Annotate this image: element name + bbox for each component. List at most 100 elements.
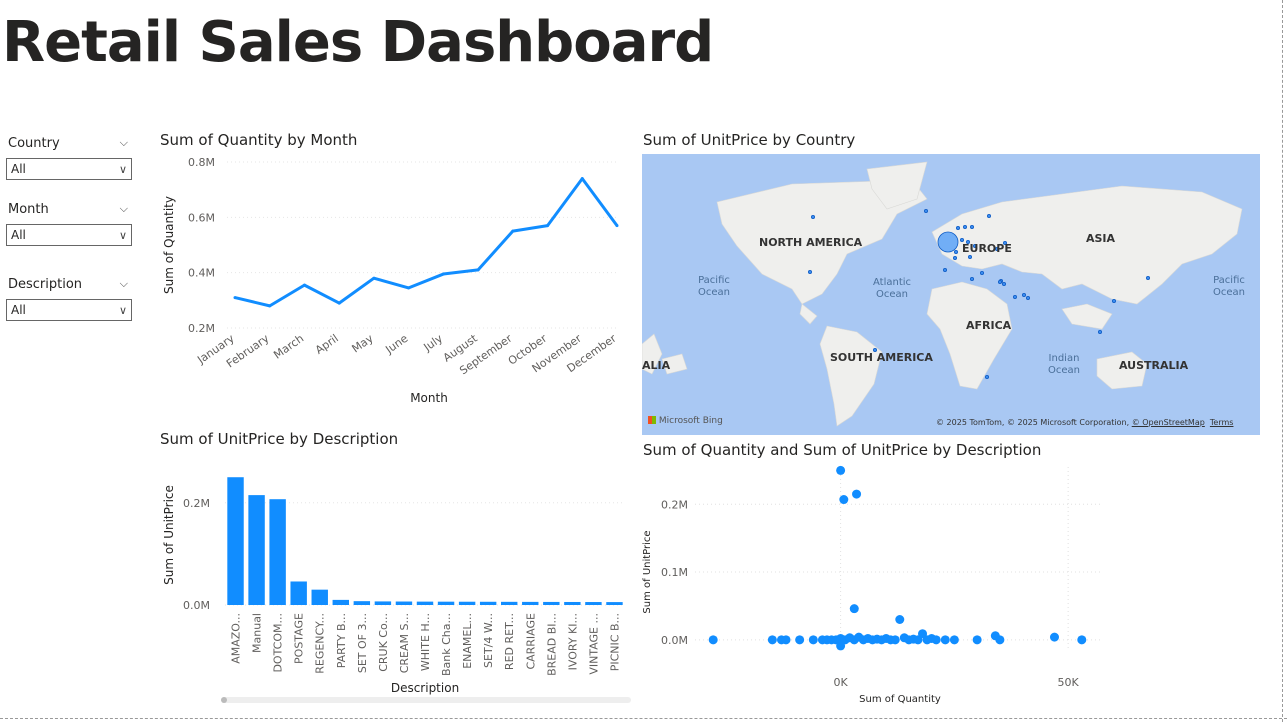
bar	[606, 602, 623, 605]
line-point	[615, 224, 619, 228]
continent-label: ALIA	[642, 359, 671, 372]
x-axis-title: Month	[410, 391, 448, 405]
scrollbar-thumb[interactable]	[221, 697, 227, 703]
line-point	[268, 304, 272, 308]
month-slicer[interactable]: Month ⌵ All ∨	[6, 200, 132, 246]
ocean-label: Pacific Ocean	[1213, 275, 1245, 298]
canvas-border-right	[1282, 0, 1283, 722]
scatter-point	[836, 465, 846, 475]
terms-link[interactable]: Terms	[1209, 418, 1234, 427]
y-tick-label: 0.8M	[188, 156, 215, 169]
continent-label: AFRICA	[966, 319, 1012, 332]
bar	[290, 581, 307, 605]
map-landmass	[642, 161, 1243, 427]
y-tick-label: 0.2M	[188, 322, 215, 335]
chevron-down-icon: ∨	[118, 303, 127, 317]
y-tick-label: 0.2M	[183, 497, 210, 510]
line-point	[337, 301, 341, 305]
chevron-down-icon[interactable]: ⌵	[119, 277, 128, 290]
month-slicer-label: Month	[8, 201, 49, 217]
line-point	[511, 229, 515, 233]
description-slicer-label: Description	[8, 276, 83, 292]
line-point	[407, 286, 411, 290]
scatter-point	[895, 615, 905, 624]
bar	[543, 601, 560, 605]
osm-link[interactable]: © OpenStreetMap	[1131, 418, 1205, 427]
line-chart-title: Sum of Quantity by Month	[160, 131, 358, 149]
continent-label: SOUTH AMERICA	[830, 351, 933, 364]
country-dropdown[interactable]: All ∨	[6, 158, 132, 180]
line-point	[580, 177, 584, 181]
continent-label: NORTH AMERICA	[759, 236, 863, 249]
month-value: All	[11, 228, 26, 242]
x-axis-title: Description	[391, 681, 459, 695]
continent-label: ASIA	[1086, 232, 1116, 245]
x-tick-label: Bank Cha...	[440, 613, 453, 676]
scatter-point	[1049, 632, 1059, 642]
chevron-down-icon[interactable]: ⌵	[119, 136, 128, 149]
continent-label: AUSTRALIA	[1119, 359, 1189, 372]
scatter-point	[808, 635, 818, 645]
bar	[564, 601, 581, 605]
page-title: Retail Sales Dashboard	[2, 10, 714, 75]
scatter-chart[interactable]: 0.2M 0.1M 0.0M 0K 50K Sum of Quantity Sum of U…	[640, 462, 1110, 707]
scatter-point	[708, 635, 718, 645]
line-point	[372, 276, 376, 280]
x-tick-label: April	[313, 332, 341, 357]
copyright-text: © 2025 TomTom, © 2025 Microsoft Corporat…	[936, 418, 1130, 427]
y-tick-label: 0.0M	[183, 599, 210, 612]
x-tick-label: CRUK Co...	[377, 613, 390, 672]
bar	[395, 601, 413, 605]
x-tick-label: POSTAGE	[293, 613, 306, 664]
country-slicer[interactable]: Country ⌵ All ∨	[6, 134, 132, 180]
scatter-point	[836, 641, 846, 651]
month-dropdown[interactable]: All ∨	[6, 224, 132, 246]
x-tick-label: IVORY KI...	[566, 613, 579, 670]
description-slicer[interactable]: Description ⌵ All ∨	[6, 275, 132, 321]
ocean-label: Pacific Ocean	[698, 275, 730, 298]
x-tick-label: ENAMEL...	[461, 613, 474, 669]
description-value: All	[11, 303, 26, 317]
x-tick-label: March	[271, 332, 306, 362]
x-tick-label: RED RET...	[503, 613, 516, 670]
scatter-point	[995, 635, 1005, 645]
x-tick-label: PARTY B...	[335, 613, 348, 668]
bar-chart-title: Sum of UnitPrice by Description	[160, 430, 399, 448]
bar	[585, 602, 602, 605]
y-tick-label: 0.2M	[661, 498, 688, 511]
bar-chart[interactable]: 0.2M 0.0M AMAZO... Manual DOTCOM... POSTAGE RE…	[155, 455, 630, 695]
x-tick-label: CARRIAGE	[524, 613, 537, 670]
scatter-point	[849, 604, 859, 614]
country-slicer-label: Country	[8, 135, 60, 151]
x-tick-label: BREAD BI...	[545, 613, 558, 676]
y-axis-title: Sum of Quantity	[162, 196, 176, 294]
y-tick-label: 0.0M	[661, 634, 688, 647]
chevron-down-icon[interactable]: ⌵	[119, 202, 128, 215]
x-tick-label: July	[421, 332, 446, 355]
country-map[interactable]: NORTH AMERICA EUROPE ASIA AFRICA SOUTH A…	[642, 154, 1260, 435]
line-point	[233, 296, 237, 300]
scatter-point	[940, 635, 950, 645]
line-series	[234, 177, 619, 308]
scatter-point	[890, 635, 900, 645]
bing-brand: Microsoft Bing	[658, 416, 723, 426]
scatter-point	[839, 495, 849, 505]
scatter-point	[949, 635, 959, 645]
line-point	[476, 268, 480, 272]
x-tick-label: DOTCOM...	[272, 613, 285, 673]
scatter-point	[781, 635, 791, 645]
x-tick-label: SET OF 3...	[356, 613, 369, 673]
x-tick-label: June	[382, 332, 410, 357]
bar	[227, 477, 244, 605]
country-value: All	[11, 162, 26, 176]
chevron-down-icon: ∨	[118, 162, 127, 176]
bar	[248, 495, 265, 605]
bar-chart-scrollbar[interactable]	[221, 697, 631, 703]
bar	[332, 599, 349, 605]
continent-label: EUROPE	[962, 242, 1012, 255]
x-tick-label: REGENCY...	[314, 613, 327, 674]
description-dropdown[interactable]: All ∨	[6, 299, 132, 321]
x-tick-label: CREAM S...	[398, 613, 411, 673]
bar	[353, 601, 371, 605]
